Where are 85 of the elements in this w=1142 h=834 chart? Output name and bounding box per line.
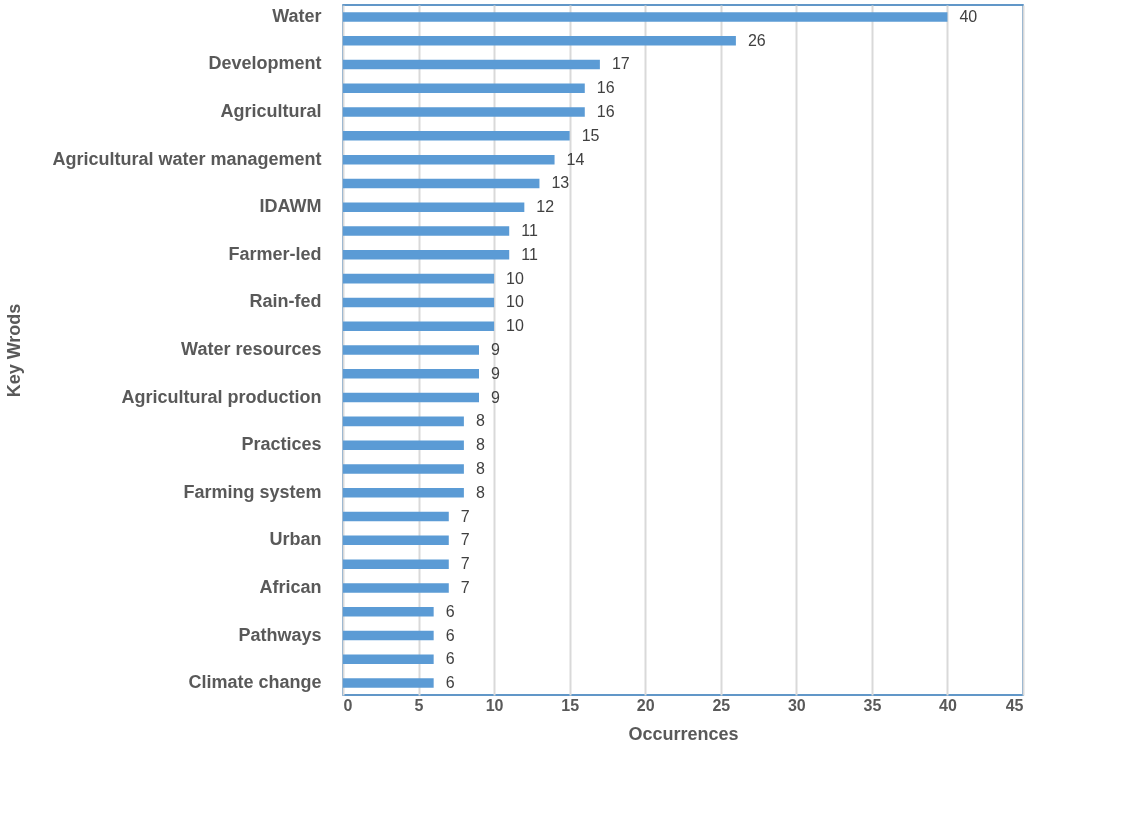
bar (343, 511, 449, 522)
y-tick-label: IDAWM (259, 196, 322, 217)
bar (343, 226, 510, 236)
data-label: 17 (611, 55, 630, 73)
data-label: 10 (506, 269, 525, 287)
data-label: 6 (445, 626, 455, 644)
bar (343, 678, 434, 688)
bar (343, 273, 495, 284)
data-label: 8 (475, 436, 485, 454)
data-label: 11 (521, 222, 538, 240)
data-label: 10 (506, 293, 525, 311)
data-label: 8 (475, 412, 485, 430)
x-tick-label: 20 (636, 696, 655, 714)
x-axis-title: Occurrences (628, 723, 739, 744)
data-label: 9 (491, 388, 500, 406)
y-tick-label: Water (272, 5, 322, 26)
y-tick-label: Development (208, 53, 322, 74)
x-tick-label: 5 (414, 696, 424, 714)
bar (343, 535, 449, 546)
y-tick-label: Agricultural production (121, 386, 322, 407)
bar (343, 321, 495, 331)
data-label: 7 (460, 531, 470, 549)
y-tick-label: Climate change (188, 672, 322, 693)
x-tick-label: 0 (343, 696, 353, 714)
data-label: 12 (536, 198, 555, 216)
bar (343, 250, 510, 260)
data-label: 8 (475, 459, 485, 477)
bar (343, 583, 449, 593)
bar (343, 297, 495, 308)
data-label: 7 (460, 555, 470, 573)
data-label: 7 (460, 507, 470, 525)
x-tick-label: 30 (787, 696, 806, 714)
data-label: 16 (596, 103, 615, 121)
bar (343, 630, 434, 641)
y-axis-title: Key Wrods (3, 303, 24, 398)
y-tick-label: Rain-fed (249, 291, 322, 312)
y-tick-label: Agricultural (220, 101, 322, 122)
y-tick-label: Farmer-led (228, 243, 322, 264)
bar (343, 654, 434, 665)
y-tick-label: Water resources (181, 339, 322, 359)
data-label: 9 (491, 364, 500, 382)
data-label: 6 (445, 674, 455, 692)
data-label: 15 (581, 126, 600, 144)
data-label: 26 (747, 31, 766, 49)
bar (343, 59, 600, 70)
data-label: 7 (460, 578, 470, 596)
bar (343, 178, 540, 189)
bar (343, 131, 570, 141)
data-label: 10 (506, 317, 525, 335)
bar (343, 606, 434, 617)
bar (343, 154, 555, 165)
bar (343, 416, 464, 427)
data-label: 6 (445, 602, 455, 620)
data-label: 11 (521, 245, 538, 263)
x-tick-label: 15 (561, 696, 580, 714)
x-tick-label: 25 (712, 696, 731, 714)
y-tick-label: Urban (269, 529, 322, 550)
y-tick-label: Agricultural water management (52, 148, 322, 169)
y-tick-label: Farming system (183, 481, 322, 502)
bar (343, 488, 464, 498)
data-label: 16 (596, 79, 615, 97)
data-label: 14 (566, 150, 585, 168)
data-label: 9 (491, 341, 500, 358)
y-tick-label: Pathways (238, 624, 322, 645)
x-tick-label: 40 (939, 696, 957, 714)
data-label: 13 (551, 174, 570, 192)
y-tick-label: African (259, 576, 322, 597)
x-tick-label: 45 (1005, 696, 1024, 714)
bar (343, 202, 525, 212)
bar (343, 440, 464, 450)
data-label: 6 (445, 650, 455, 668)
x-tick-label: 10 (485, 696, 504, 714)
bar (343, 345, 479, 355)
bar (343, 107, 585, 117)
bar (343, 559, 449, 569)
bar (343, 12, 948, 22)
bar (343, 369, 479, 379)
bar (343, 35, 736, 46)
y-tick-label: Practices (241, 434, 322, 455)
bar (343, 83, 585, 94)
bar (343, 392, 479, 403)
data-label: 40 (959, 7, 978, 25)
data-label: 8 (475, 483, 485, 501)
bar (343, 464, 464, 474)
x-tick-label: 35 (863, 696, 882, 714)
